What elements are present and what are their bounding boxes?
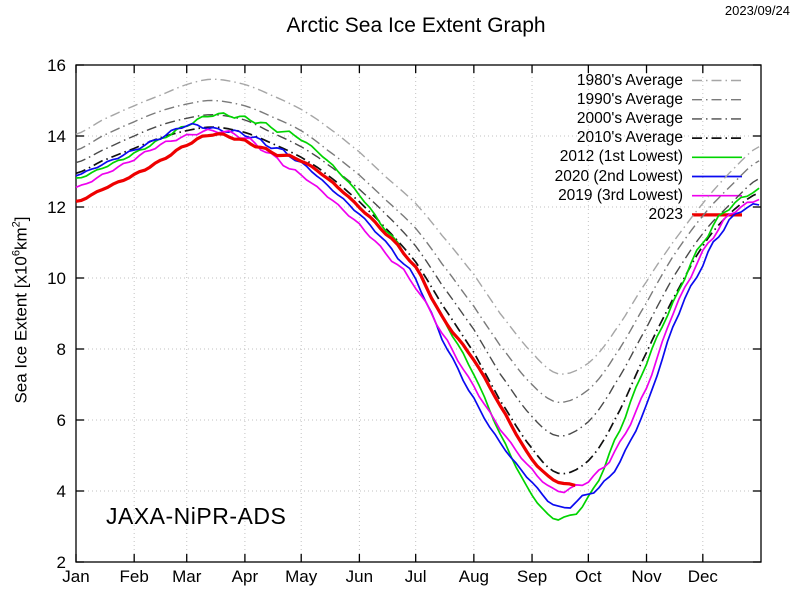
x-tick-dec: Dec	[687, 567, 718, 586]
series-2020-2nd-lowest-	[75, 122, 760, 509]
legend-item-1980-s-average: 1980's Average	[555, 71, 742, 90]
x-tick-aug: Aug	[458, 567, 489, 586]
legend-item-2023: 2023	[555, 205, 742, 224]
series-1990-s-average	[75, 99, 760, 403]
legend-label: 1990's Average	[576, 90, 683, 108]
x-tick-apr: Apr	[231, 567, 259, 586]
y-tick-6: 6	[56, 411, 66, 430]
legend-sample-line	[692, 173, 742, 180]
y-axis-label: Sea Ice Extent [x106km2]	[11, 216, 32, 403]
x-tick-sep: Sep	[516, 567, 548, 586]
legend-label: 2019 (3rd Lowest)	[558, 186, 683, 204]
x-tick-nov: Nov	[631, 567, 662, 586]
legend-sample-line	[692, 96, 742, 103]
legend-sample-line	[692, 211, 742, 218]
legend-label: 1980's Average	[576, 71, 683, 89]
legend-label: 2023	[648, 205, 683, 223]
series-2019-3rd-lowest-	[75, 128, 760, 494]
x-tick-oct: Oct	[575, 567, 602, 586]
legend-item-2010-s-average: 2010's Average	[555, 129, 742, 148]
legend-sample-line	[692, 192, 742, 199]
legend-sample-line	[692, 135, 742, 142]
y-tick-10: 10	[47, 269, 66, 288]
y-tick-2: 2	[56, 553, 66, 572]
x-tick-mar: Mar	[172, 567, 202, 586]
legend-item-1990-s-average: 1990's Average	[555, 90, 742, 109]
y-axis-label-unit: km	[11, 227, 31, 250]
y-tick-8: 8	[56, 340, 66, 359]
legend-label: 2020 (2nd Lowest)	[554, 167, 683, 185]
legend-item-2019-3rd-lowest-: 2019 (3rd Lowest)	[555, 186, 742, 205]
legend-sample-line	[692, 115, 742, 122]
chart-title: Arctic Sea Ice Extent Graph	[286, 14, 546, 37]
legend-sample-line	[692, 77, 742, 84]
y-tick-12: 12	[47, 198, 66, 217]
legend-label: 2012 (1st Lowest)	[559, 148, 683, 166]
y-tick-16: 16	[47, 56, 66, 75]
x-tick-jan: Jan	[62, 567, 90, 586]
y-tick-4: 4	[56, 482, 66, 501]
y-axis-label-sup6: 6	[10, 249, 23, 257]
x-tick-may: May	[285, 567, 318, 586]
y-tick-14: 14	[47, 127, 66, 146]
legend-label: 2000's Average	[576, 109, 683, 127]
legend: 1980's Average 1990's Average 2000's Avera…	[555, 71, 742, 225]
series-2000-s-average	[75, 114, 760, 437]
legend-item-2020-2nd-lowest-: 2020 (2nd Lowest)	[555, 167, 742, 186]
series-2023	[75, 132, 576, 487]
legend-item-2000-s-average: 2000's Average	[555, 109, 742, 128]
jaxa-nipr-ads-watermark: JAXA-NiPR-ADS	[106, 503, 287, 529]
legend-item-2012-1st-lowest-: 2012 (1st Lowest)	[555, 148, 742, 167]
x-tick-jun: Jun	[345, 567, 374, 586]
x-tick-jul: Jul	[404, 567, 427, 586]
date-label: 2023/09/24	[724, 3, 790, 18]
series-2010-s-average	[75, 126, 760, 475]
legend-sample-line	[692, 154, 742, 161]
x-tick-feb: Feb	[119, 567, 149, 586]
series-1980-s-average	[75, 78, 760, 375]
legend-label: 2010's Average	[576, 129, 683, 147]
y-axis-label-sup2: 2	[10, 221, 23, 228]
